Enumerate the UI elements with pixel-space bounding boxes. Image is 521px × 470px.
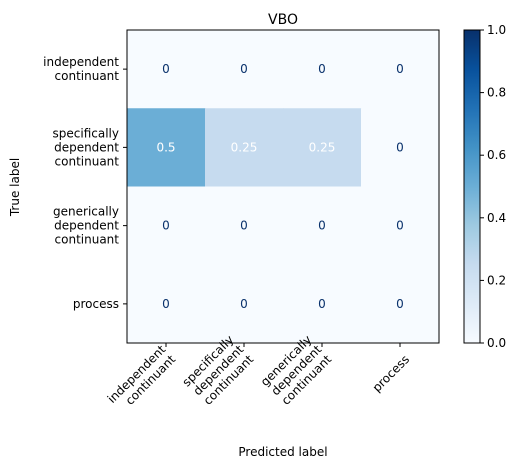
heatmap-cell — [283, 186, 362, 266]
cell-value-label: 0 — [318, 297, 326, 311]
y-tick-label: independent continuant — [43, 55, 119, 83]
cell-value-label: 0 — [240, 62, 248, 76]
heatmap-cell — [205, 186, 284, 266]
cell-value-label: 0.5 — [156, 140, 175, 154]
colorbar-tick-label: 1.0 — [487, 23, 506, 37]
cell-value-label: 0 — [396, 62, 404, 76]
cell-value-label: 0 — [396, 140, 404, 154]
y-axis-ticks: independent continuant specifically depende… — [43, 55, 127, 311]
colorbar-tick-label: 0.6 — [487, 148, 506, 162]
cell-value-label: 0 — [240, 297, 248, 311]
cell-value-label: 0 — [318, 62, 326, 76]
y-axis-label: True label — [8, 158, 22, 217]
cell-value-label: 0.25 — [309, 140, 336, 154]
heatmap-cell — [127, 30, 206, 109]
heatmap-cell — [127, 186, 206, 266]
plot-frame — [126, 29, 440, 344]
x-axis-ticks: independentcontinuant specificallydepende… — [105, 332, 413, 416]
x-tick-label: independentcontinuant — [105, 342, 179, 416]
heatmap-cell — [205, 264, 284, 344]
x-axis-label: Predicted label — [238, 445, 327, 459]
heatmap-cell — [361, 186, 440, 266]
x-tick-label: specificallydependentcontinuant — [179, 332, 256, 409]
heatmap-cell — [283, 108, 362, 187]
heatmap-cell-labels: 0 0 0 0 0.5 0.25 0.25 0 0 0 0 0 0 0 0 0 — [156, 62, 403, 311]
y-tick-label: generically dependent continuant — [53, 205, 119, 247]
colorbar-ticks: 0.0 0.2 0.4 0.6 0.8 1.0 — [480, 23, 506, 350]
heatmap-cell — [361, 108, 440, 187]
colorbar — [463, 29, 481, 344]
colorbar-tick-label: 0.2 — [487, 273, 506, 287]
heatmap-cell — [361, 264, 440, 344]
colorbar-tick-label: 0.8 — [487, 86, 506, 100]
cell-value-label: 0 — [240, 219, 248, 233]
cell-value-label: 0.25 — [231, 140, 258, 154]
heatmap-cells — [127, 30, 440, 344]
heatmap-cell — [205, 30, 284, 109]
heatmap-cell — [127, 108, 206, 187]
heatmap-cell — [283, 30, 362, 109]
cell-value-label: 0 — [162, 219, 170, 233]
y-tick-label: specifically dependent continuant — [53, 126, 120, 168]
cell-value-label: 0 — [396, 219, 404, 233]
cell-value-label: 0 — [162, 297, 170, 311]
x-tick-label: genericallydependentcontinuant — [258, 332, 335, 409]
colorbar-tick-label: 0.4 — [487, 211, 506, 225]
heatmap-cell — [205, 108, 284, 187]
heatmap-cell — [283, 264, 362, 344]
cell-value-label: 0 — [396, 297, 404, 311]
cell-value-label: 0 — [318, 219, 326, 233]
x-tick-label: process — [370, 352, 413, 395]
y-tick-label: process — [73, 297, 119, 311]
chart-title: VBO — [268, 12, 298, 28]
heatmap-cell — [361, 30, 440, 109]
colorbar-tick-label: 0.0 — [487, 336, 506, 350]
heatmap-cell — [127, 264, 206, 344]
cell-value-label: 0 — [162, 62, 170, 76]
